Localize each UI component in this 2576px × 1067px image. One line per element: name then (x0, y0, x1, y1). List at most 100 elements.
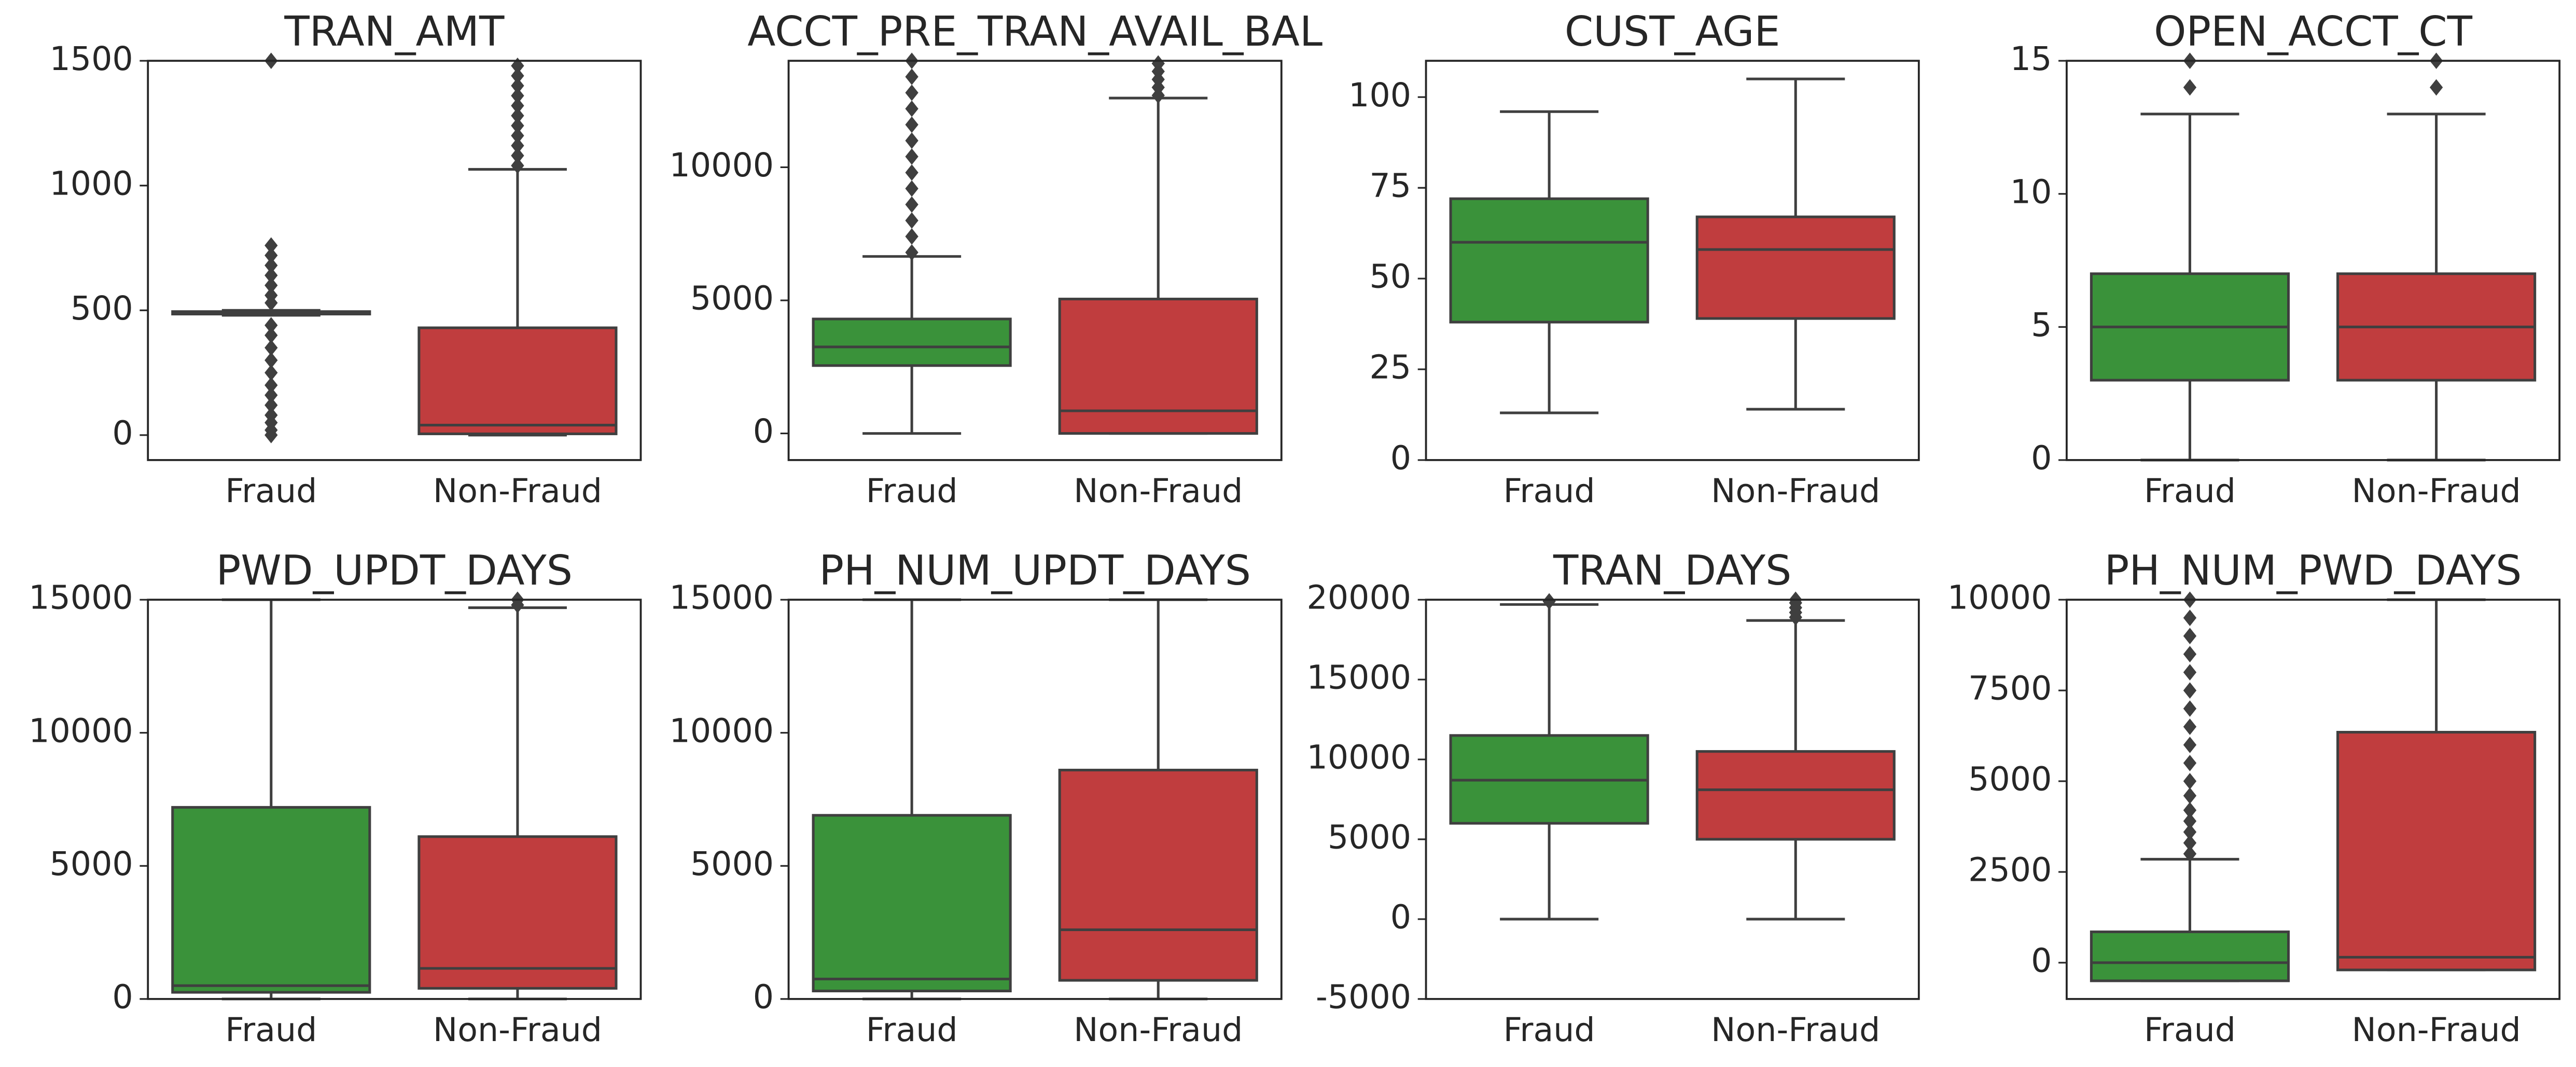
y-tick-label: 100 (1348, 76, 1411, 114)
flier (2183, 628, 2197, 644)
flier (511, 157, 524, 174)
box (812, 317, 1012, 367)
y-tick-label: 5000 (1328, 818, 1411, 856)
box (417, 835, 618, 990)
x-tick-label: Fraud (1503, 1010, 1595, 1049)
flier (264, 267, 278, 284)
flier (264, 386, 278, 404)
flier (264, 277, 278, 294)
flier (264, 407, 278, 424)
flier (264, 397, 278, 413)
y-tick-label: 500 (71, 289, 133, 327)
x-tick-label: Non-Fraud (2352, 472, 2521, 510)
flier (2183, 787, 2197, 804)
y-tick-label: 2500 (1968, 851, 2052, 889)
flier (511, 107, 524, 124)
x-tick-label: Fraud (2144, 1010, 2236, 1049)
subplot-title: CUST_AGE (1565, 8, 1780, 56)
flier (2183, 846, 2197, 862)
box (417, 326, 618, 435)
flier (511, 137, 524, 154)
flier (511, 127, 524, 144)
y-tick-label: 0 (2031, 438, 2052, 477)
flier (905, 164, 918, 181)
flier (905, 196, 918, 213)
y-tick-label: 10000 (1947, 578, 2052, 617)
flier (905, 180, 918, 197)
x-tick-label: Fraud (1503, 472, 1595, 510)
subplot-title: PH_NUM_UPDT_DAYS (819, 547, 1251, 594)
flier (905, 244, 918, 261)
axes-frame (2066, 60, 2561, 461)
y-tick-label: 5000 (50, 844, 133, 883)
flier (2183, 609, 2197, 626)
y-tick-label: 1000 (50, 164, 133, 202)
x-tick-label: Fraud (225, 1010, 317, 1049)
y-tick-label: 15000 (670, 578, 774, 617)
axes-frame (147, 599, 642, 1000)
flier (511, 117, 524, 134)
y-tick-label: 0 (1390, 438, 1411, 477)
subplot-title: OPEN_ACCT_CT (2154, 8, 2472, 56)
flier (2183, 718, 2197, 735)
flier (264, 287, 278, 304)
flier (2183, 755, 2197, 771)
flier (2183, 802, 2197, 819)
y-tick-label: 1500 (50, 39, 133, 78)
y-tick-label: 10 (2010, 172, 2052, 211)
y-tick-label: 75 (1369, 167, 1411, 205)
flier (2183, 79, 2197, 96)
flier (905, 228, 918, 245)
x-tick-label: Non-Fraud (1074, 1010, 1243, 1049)
flier (264, 364, 278, 381)
flier (2183, 773, 2197, 789)
axes-frame (1425, 60, 1920, 461)
y-tick-label: 0 (2031, 941, 2052, 979)
subplot-title: TRAN_DAYS (1553, 547, 1791, 594)
box (1449, 197, 1649, 324)
axes-frame (2066, 599, 2561, 1000)
y-tick-label: 15000 (29, 578, 133, 617)
y-tick-label: 0 (1390, 897, 1411, 936)
y-tick-label: 20000 (1307, 578, 1412, 617)
subplot-title: PH_NUM_PWD_DAYS (2105, 547, 2522, 594)
flier (1542, 593, 1556, 610)
x-tick-label: Fraud (866, 472, 958, 510)
x-tick-label: Non-Fraud (433, 472, 602, 510)
flier (905, 84, 918, 101)
y-tick-label: 25 (1369, 348, 1411, 386)
subplot-title: ACCT_PRE_TRAN_AVAIL_BAL (747, 8, 1322, 56)
axes-frame (1425, 599, 1920, 1000)
flier (905, 212, 918, 229)
y-tick-label: 5000 (1968, 760, 2052, 798)
flier (905, 116, 918, 133)
flier (511, 77, 524, 94)
box (1058, 297, 1258, 435)
flier (264, 257, 278, 274)
axes-frame (147, 60, 642, 461)
flier (2183, 664, 2197, 681)
box (1695, 750, 1896, 841)
box (2090, 930, 2290, 982)
y-tick-label: 5000 (690, 844, 774, 883)
y-tick-label: 50 (1369, 257, 1411, 296)
x-tick-label: Non-Fraud (433, 1010, 602, 1049)
box (1058, 769, 1258, 982)
flier (905, 132, 918, 149)
y-tick-label: 10000 (29, 711, 133, 750)
flier (264, 327, 278, 344)
y-tick-label: -5000 (1316, 977, 1411, 1016)
flier (2183, 646, 2197, 662)
flier (511, 87, 524, 104)
box (171, 806, 371, 994)
y-tick-label: 10000 (670, 146, 774, 184)
x-tick-label: Non-Fraud (1711, 472, 1880, 510)
box (1695, 215, 1896, 320)
flier (2183, 737, 2197, 753)
x-tick-label: Fraud (2144, 472, 2236, 510)
flier (511, 147, 524, 164)
subplot-title: TRAN_AMT (284, 8, 505, 56)
flier (511, 67, 524, 84)
y-tick-label: 0 (753, 977, 774, 1016)
